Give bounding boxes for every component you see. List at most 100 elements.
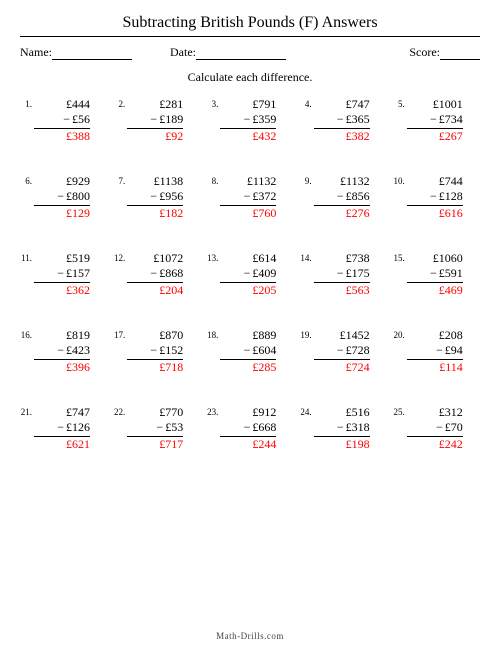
subtrahend: £94 (445, 343, 463, 358)
problem-number: 12. (113, 251, 127, 263)
answer: £205 (220, 283, 276, 298)
subtrahend: £128 (439, 189, 463, 204)
answer: £114 (407, 360, 463, 375)
problem-work: £516−£318£198 (314, 405, 370, 452)
subtrahend-row: −£423 (34, 343, 90, 358)
subtrahend: £868 (159, 266, 183, 281)
problem-work: £770−£53£717 (127, 405, 183, 452)
minuend: £1072 (127, 251, 183, 266)
problem-work: £444−£56£388 (34, 97, 90, 144)
minuend: £747 (314, 97, 370, 112)
subtrahend-row: −£365 (314, 112, 370, 127)
problem: 8.£1132−£372£760 (206, 174, 293, 221)
date-line[interactable] (196, 48, 286, 60)
subtrahend-row: −£53 (127, 420, 183, 435)
problem-work: £1132−£856£276 (314, 174, 370, 221)
problem-number: 14. (300, 251, 314, 263)
problem: 5.£1001−£734£267 (393, 97, 480, 144)
subtrahend: £157 (66, 266, 90, 281)
minuend: £1001 (407, 97, 463, 112)
problem-work: £747−£365 £382 (314, 97, 370, 144)
answer: £182 (127, 206, 183, 221)
problem-number: 10. (393, 174, 407, 186)
subtrahend: £56 (72, 112, 90, 127)
minuend: £929 (34, 174, 90, 189)
minuend: £1452 (314, 328, 370, 343)
minuend: £912 (220, 405, 276, 420)
minus-sign: − (57, 343, 64, 358)
problem-work: £791−£359£432 (220, 97, 276, 144)
problem-work: £912−£668£244 (220, 405, 276, 452)
problem: 7.£1138−£956£182 (113, 174, 200, 221)
answer: £267 (407, 129, 463, 144)
answer: £382 (314, 129, 370, 144)
answer: £718 (127, 360, 183, 375)
problem-work: £281−£189£92 (127, 97, 183, 144)
subtrahend-row: −£604 (220, 343, 276, 358)
minuend: £889 (220, 328, 276, 343)
subtrahend: £591 (439, 266, 463, 281)
subtrahend-row: −£94 (407, 343, 463, 358)
problem-work: £744−£128£616 (407, 174, 463, 221)
subtrahend-row: −£359 (220, 112, 276, 127)
problem-work: £1060−£591£469 (407, 251, 463, 298)
minuend: £791 (220, 97, 276, 112)
problem-work: £1132−£372£760 (220, 174, 276, 221)
problem: 15.£1060−£591£469 (393, 251, 480, 298)
problem-number: 16. (20, 328, 34, 340)
subtrahend-row: −£56 (34, 112, 90, 127)
minus-sign: − (156, 420, 163, 435)
subtrahend-row: −£70 (407, 420, 463, 435)
minus-sign: − (337, 420, 344, 435)
minus-sign: − (337, 343, 344, 358)
problem-number: 23. (206, 405, 220, 417)
subtrahend-row: −£318 (314, 420, 370, 435)
subtrahend: £175 (346, 266, 370, 281)
instruction-text: Calculate each difference. (20, 70, 480, 85)
minuend: £819 (34, 328, 90, 343)
problem: 13.£614−£409£205 (206, 251, 293, 298)
score-line[interactable] (440, 48, 480, 60)
problem: 18.£889−£604£285 (206, 328, 293, 375)
minus-sign: − (150, 189, 157, 204)
subtrahend: £53 (165, 420, 183, 435)
problem: 17.£870−£152£718 (113, 328, 200, 375)
name-field: Name: (20, 45, 132, 60)
answer: £396 (34, 360, 90, 375)
problem-number: 24. (300, 405, 314, 417)
name-line[interactable] (52, 48, 132, 60)
subtrahend: £423 (66, 343, 90, 358)
footer-text: Math-Drills.com (0, 631, 500, 641)
problem-work: £1001−£734 £267 (407, 97, 463, 144)
problem-number: 21. (20, 405, 34, 417)
subtrahend-row: −£372 (220, 189, 276, 204)
subtrahend-row: −£734 (407, 112, 463, 127)
subtrahend: £318 (346, 420, 370, 435)
subtrahend-row: −£856 (314, 189, 370, 204)
minus-sign: − (436, 343, 443, 358)
problem-number: 1. (20, 97, 34, 109)
problem-work: £1452−£728£724 (314, 328, 370, 375)
subtrahend: £70 (445, 420, 463, 435)
minus-sign: − (430, 189, 437, 204)
minuend: £519 (34, 251, 90, 266)
minuend: £1138 (127, 174, 183, 189)
minuend: £1132 (220, 174, 276, 189)
minus-sign: − (244, 420, 251, 435)
subtrahend: £409 (252, 266, 276, 281)
problem-work: £1138−£956£182 (127, 174, 183, 221)
subtrahend-row: −£152 (127, 343, 183, 358)
problem: 9.£1132−£856£276 (300, 174, 387, 221)
subtrahend: £189 (159, 112, 183, 127)
problem-work: £312−£70£242 (407, 405, 463, 452)
answer: £717 (127, 437, 183, 452)
minuend: £1132 (314, 174, 370, 189)
problem-number: 7. (113, 174, 127, 186)
subtrahend-row: −£126 (34, 420, 90, 435)
answer: £616 (407, 206, 463, 221)
subtrahend: £152 (159, 343, 183, 358)
problem-work: £519−£157£362 (34, 251, 90, 298)
minus-sign: − (337, 189, 344, 204)
minus-sign: − (436, 420, 443, 435)
answer: £129 (34, 206, 90, 221)
